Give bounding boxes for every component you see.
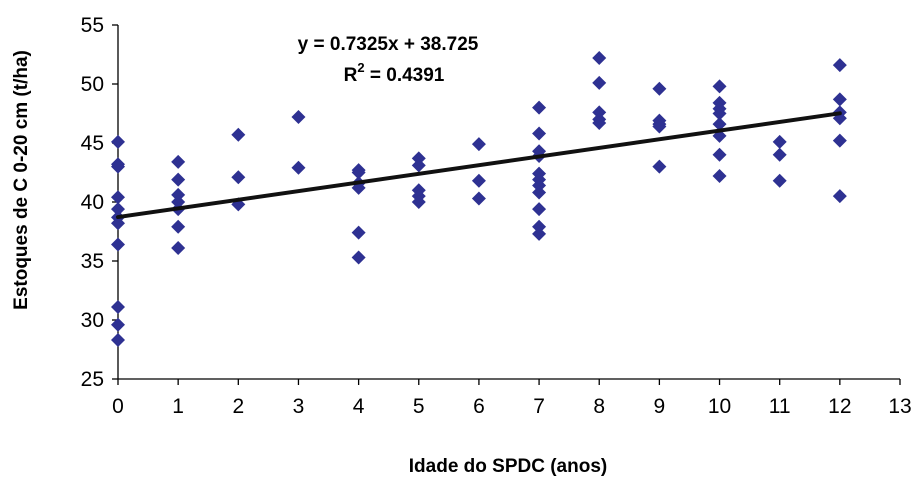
data-point: [652, 81, 667, 96]
trendline-group: [116, 111, 842, 220]
y-tick-label: 55: [81, 14, 104, 37]
data-point: [592, 115, 607, 130]
data-point: [832, 133, 847, 148]
data-point: [111, 159, 125, 174]
y-tick-label: 35: [81, 250, 104, 273]
data-point: [592, 105, 607, 120]
data-point: [772, 173, 787, 188]
x-tick-label: 11: [769, 395, 791, 418]
x-tick-label: 6: [473, 395, 485, 418]
data-point: [832, 189, 847, 204]
data-point: [171, 195, 186, 209]
data-point: [712, 147, 727, 162]
data-point: [411, 158, 426, 173]
data-point: [111, 317, 125, 332]
x-ticks: 0 1 2 3 4 5 6 7 8 9 10 11 12 13: [112, 379, 912, 418]
r2-value: = 0.4391: [365, 65, 445, 86]
data-point: [171, 154, 186, 169]
data-point: [532, 178, 547, 193]
data-point: [171, 241, 186, 256]
data-point: [592, 75, 607, 90]
y-tick-label: 45: [81, 132, 104, 155]
data-point: [351, 225, 366, 240]
data-point: [532, 202, 547, 217]
data-point: [171, 219, 186, 234]
data-point: [471, 137, 486, 152]
data-point: [532, 100, 547, 115]
data-point: [832, 58, 847, 73]
x-tick-label: 7: [533, 395, 545, 418]
data-point: [111, 333, 125, 348]
data-point: [532, 126, 547, 141]
data-point: [231, 127, 246, 142]
data-point: [652, 159, 667, 174]
y-tick-label: 25: [81, 368, 104, 391]
x-tick-label: 12: [828, 395, 851, 418]
data-point: [111, 202, 125, 217]
data-point: [832, 92, 847, 107]
data-point: [532, 185, 547, 200]
data-point: [772, 147, 787, 162]
r2-exponent: 2: [357, 60, 364, 75]
x-tick-label: 9: [654, 395, 666, 418]
x-tick-label: 1: [172, 395, 184, 418]
trendline: [116, 111, 842, 220]
data-point: [111, 237, 125, 252]
data-point: [171, 172, 186, 187]
data-point: [111, 300, 125, 315]
r2-prefix: R: [344, 65, 358, 86]
data-point: [471, 191, 486, 206]
data-point: [471, 173, 486, 188]
trendline-r-squared: R2 = 0.4391: [344, 60, 445, 86]
x-tick-label: 8: [593, 395, 605, 418]
data-point: [111, 134, 125, 149]
data-point: [171, 187, 186, 202]
y-axis-title: Estoques de C 0-20 cm (t/ha): [11, 50, 32, 310]
x-tick-label: 13: [888, 395, 911, 418]
y-tick-label: 50: [81, 73, 104, 96]
data-point: [772, 134, 787, 149]
y-tick-label: 40: [81, 191, 104, 214]
data-point: [712, 106, 727, 121]
x-tick-label: 3: [293, 395, 305, 418]
data-point: [111, 190, 125, 205]
data-point: [652, 119, 667, 134]
x-tick-label: 2: [232, 395, 244, 418]
y-ticks: 25 30 35 40 45 50 55: [81, 14, 118, 391]
y-tick-label: 30: [81, 309, 104, 332]
data-point: [712, 169, 727, 184]
trendline-equation: y = 0.7325x + 38.725: [298, 34, 479, 55]
data-point: [351, 250, 366, 265]
data-points: [111, 51, 847, 348]
x-tick-label: 0: [112, 395, 124, 418]
data-point: [231, 170, 246, 185]
data-point: [291, 110, 306, 125]
data-point: [411, 195, 426, 209]
data-point: [111, 216, 125, 231]
x-tick-label: 10: [708, 395, 731, 418]
data-point: [351, 165, 366, 180]
data-point: [592, 51, 607, 66]
data-point: [712, 79, 727, 94]
x-axis-title: Idade do SPDC (anos): [409, 456, 607, 477]
data-point: [532, 226, 547, 241]
x-tick-label: 4: [353, 395, 365, 418]
data-point: [712, 117, 727, 132]
x-tick-label: 5: [413, 395, 425, 418]
data-point: [411, 151, 426, 166]
data-point: [291, 160, 306, 175]
data-point: [532, 219, 547, 234]
